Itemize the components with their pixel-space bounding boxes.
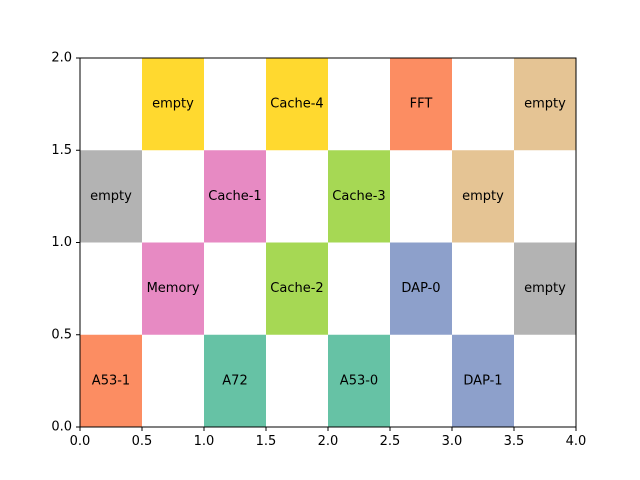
cell-0	[80, 334, 142, 427]
cell-2	[328, 334, 390, 427]
x-tick-label-2: 1.0	[194, 434, 215, 449]
cell-13	[266, 58, 328, 151]
cell-labels-layer: A53-1 A72 A53-0 DAP-1 Memory Cache-2 DAP-0 empt…	[90, 97, 566, 389]
cell-6	[390, 242, 452, 335]
cell-12	[142, 58, 204, 151]
x-tick-label-0: 0.0	[70, 434, 91, 449]
cell-label-7: empty	[524, 281, 566, 296]
cell-5	[266, 242, 328, 335]
y-tick-label-2: 1.0	[51, 235, 72, 250]
cell-label-3: DAP-1	[463, 373, 502, 388]
cell-11	[452, 150, 514, 243]
y-tick-label-0: 0.0	[51, 420, 72, 435]
cell-8	[80, 150, 142, 243]
cell-label-12: empty	[152, 97, 194, 112]
cell-9	[204, 150, 266, 243]
cell-3	[452, 334, 514, 427]
cell-label-13: Cache-4	[270, 97, 323, 112]
y-tick-label-3: 1.5	[51, 143, 72, 158]
cell-1	[204, 334, 266, 427]
cell-7	[514, 242, 576, 335]
cell-10	[328, 150, 390, 243]
cell-label-14: FFT	[410, 97, 433, 112]
y-tick-label-4: 2.0	[51, 51, 72, 66]
cells-layer	[80, 58, 576, 427]
y-tick-label-1: 0.5	[51, 327, 72, 342]
x-tick-label-8: 4.0	[566, 434, 587, 449]
x-tick-label-6: 3.0	[442, 434, 463, 449]
cell-label-0: A53-1	[92, 373, 130, 388]
axes-layer: 0.0 0.5 1.0 1.5 2.0 2.5 3.0 3.5 4.0 0.0 0.5 1.0 1.5 2…	[51, 51, 586, 450]
cell-label-11: empty	[462, 189, 504, 204]
cell-label-4: Memory	[147, 281, 200, 296]
x-tick-label-4: 2.0	[318, 434, 339, 449]
x-tick-label-1: 0.5	[132, 434, 153, 449]
x-tick-label-5: 2.5	[380, 434, 401, 449]
cell-label-15: empty	[524, 97, 566, 112]
cell-label-6: DAP-0	[401, 281, 440, 296]
cell-label-8: empty	[90, 189, 132, 204]
x-tick-label-7: 3.5	[504, 434, 525, 449]
x-tick-label-3: 1.5	[256, 434, 277, 449]
cell-4	[142, 242, 204, 335]
cell-label-5: Cache-2	[270, 281, 323, 296]
cell-label-9: Cache-1	[208, 189, 261, 204]
cell-label-2: A53-0	[340, 373, 378, 388]
cell-label-10: Cache-3	[332, 189, 385, 204]
cell-14	[390, 58, 452, 151]
cell-15	[514, 58, 576, 151]
cell-label-1: A72	[222, 373, 247, 388]
